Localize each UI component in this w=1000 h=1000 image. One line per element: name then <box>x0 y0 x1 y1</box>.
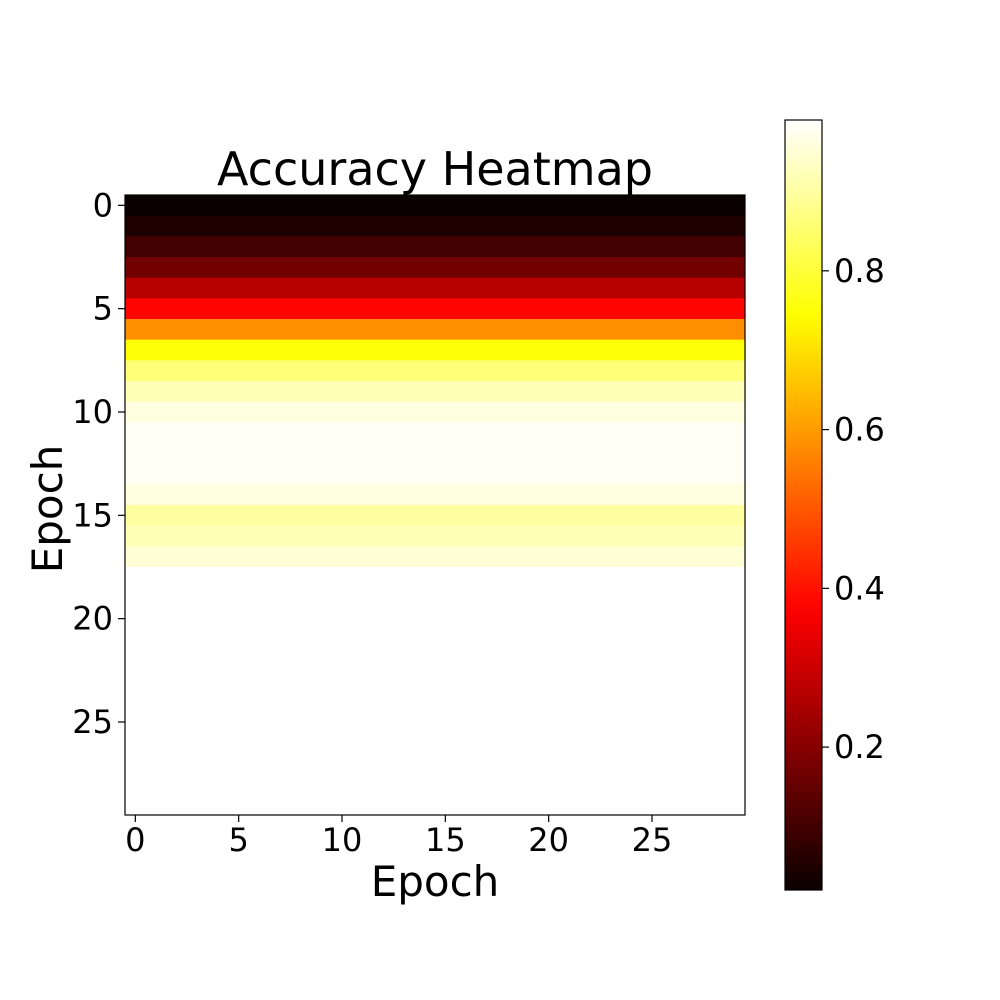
colorbar-tick-label: 0.2 <box>834 728 885 766</box>
heatmap-row <box>125 505 745 527</box>
heatmap-row <box>125 298 745 320</box>
colorbar-tick-label: 0.4 <box>834 569 885 607</box>
colorbar-tick-label: 0.6 <box>834 411 885 449</box>
heatmap-row <box>125 773 745 795</box>
heatmap-row <box>125 257 745 279</box>
heatmap-row <box>125 463 745 485</box>
heatmap-row <box>125 587 745 609</box>
heatmap-row <box>125 546 745 568</box>
heatmap-row <box>125 215 745 237</box>
colorbar-ticks: 0.2 0.4 0.6 0.8 <box>822 252 885 766</box>
colorbar-frame <box>784 119 823 891</box>
heatmap-row <box>125 339 745 361</box>
x-tick-label: 5 <box>228 821 248 859</box>
x-axis-ticks: 0 5 10 15 20 25 <box>125 815 672 859</box>
heatmap-row <box>125 360 745 382</box>
x-tick-label: 25 <box>632 821 673 859</box>
heatmap-row <box>125 381 745 403</box>
heatmap-row <box>125 567 745 589</box>
y-tick-label: 20 <box>72 600 113 638</box>
y-tick-label: 10 <box>72 393 113 431</box>
heatmap-cells <box>125 195 745 816</box>
heatmap-row <box>125 608 745 630</box>
heatmap-row <box>125 629 745 651</box>
heatmap-row <box>125 236 745 258</box>
heatmap-row <box>125 443 745 465</box>
heatmap-row <box>125 753 745 775</box>
x-tick-label: 15 <box>425 821 466 859</box>
y-tick-label: 0 <box>93 186 113 224</box>
heatmap-row <box>125 319 745 341</box>
y-tick-label: 5 <box>93 290 113 328</box>
x-tick-label: 10 <box>322 821 363 859</box>
chart-title: Accuracy Heatmap <box>217 142 653 196</box>
heatmap-row <box>125 277 745 299</box>
plot-frame <box>124 194 746 816</box>
heatmap-row <box>125 794 745 816</box>
x-tick-label: 20 <box>528 821 569 859</box>
heatmap-row <box>125 422 745 444</box>
colorbar <box>785 120 822 890</box>
y-tick-label: 15 <box>72 496 113 534</box>
y-axis-label: Epoch <box>23 445 72 574</box>
heatmap-row <box>125 525 745 547</box>
heatmap-row <box>125 732 745 754</box>
heatmap-row <box>125 711 745 733</box>
heatmap-row <box>125 691 745 713</box>
heatmap-row <box>125 649 745 671</box>
heatmap-row <box>125 401 745 423</box>
heatmap-row <box>125 484 745 506</box>
x-axis-label: Epoch <box>371 857 500 906</box>
heatmap-row <box>125 195 745 217</box>
x-tick-label: 0 <box>125 821 145 859</box>
colorbar-tick-label: 0.8 <box>834 252 885 290</box>
y-tick-label: 25 <box>72 703 113 741</box>
heatmap-row <box>125 670 745 692</box>
y-axis-ticks: 0 5 10 15 20 25 <box>72 186 125 741</box>
